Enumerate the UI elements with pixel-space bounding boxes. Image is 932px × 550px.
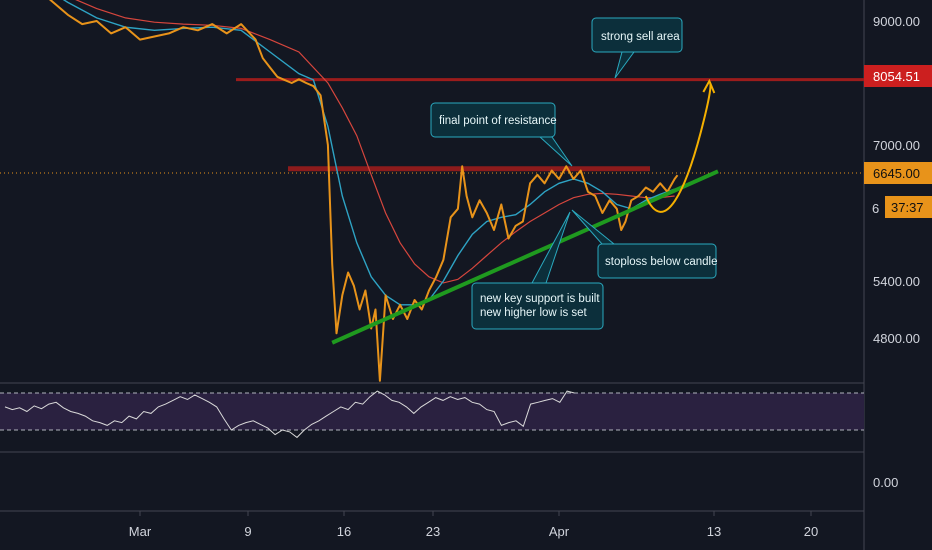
callout-final-resistance-text: final point of resistance	[439, 115, 557, 127]
price-tick-label-partial: 6	[872, 201, 879, 216]
callout-stoploss-text: stoploss below candle	[605, 256, 718, 268]
time-tick-label: 20	[804, 524, 818, 539]
time-tick-label: 9	[244, 524, 251, 539]
current-price-tag: 6645.00	[864, 162, 932, 184]
price-tick-label: 4800.00	[873, 331, 920, 346]
axes: 4800.00 5400.00 7000.00 9000.00 6 Mar 9 16 23 Apr…	[129, 14, 920, 539]
time-tick-label: Mar	[129, 524, 152, 539]
countdown-tag-bg	[885, 196, 932, 218]
price-tick-label: 9000.00	[873, 14, 920, 29]
callout-final-resistance: final point of resistance	[430, 102, 557, 138]
oscillator-line[interactable]	[4, 390, 575, 439]
projection-arrowhead	[702, 78, 716, 94]
callout-support: new key support is built new higher low …	[471, 282, 604, 330]
oscillator-band	[0, 393, 864, 430]
callout-strong-sell-text: strong sell area	[601, 31, 680, 43]
sell-level-label: 8054.51	[873, 69, 920, 84]
support-trendline[interactable]	[331, 169, 719, 345]
callout-support-text-1: new key support is built	[480, 293, 600, 305]
callout-stoploss: stoploss below candle	[597, 243, 718, 279]
countdown-tag: 37:37	[885, 196, 932, 218]
price-tick-label: 7000.00	[873, 138, 920, 153]
oscillator-panel[interactable]	[0, 390, 864, 453]
callout-box	[591, 17, 683, 53]
time-tick-label: Apr	[549, 524, 570, 539]
sell-level-tag: 8054.51	[864, 65, 932, 87]
sell-level-tag-bg	[864, 65, 932, 87]
callout-box	[430, 102, 556, 138]
ma-slow-line[interactable]	[68, 0, 675, 284]
callout-strong-sell: strong sell area	[591, 17, 683, 53]
oscillator-tick-label: 0.00	[873, 475, 898, 490]
current-price-tag-bg	[864, 162, 932, 184]
callout-support-text-2: new higher low is set	[480, 307, 588, 319]
time-tick-label: 23	[426, 524, 440, 539]
price-tick-label: 5400.00	[873, 274, 920, 289]
countdown-label: 37:37	[891, 200, 924, 215]
callout-box	[597, 243, 717, 279]
time-tick-label: 16	[337, 524, 351, 539]
time-tick-label: 13	[707, 524, 721, 539]
price-panel[interactable]	[0, 0, 864, 382]
callout-box	[471, 282, 604, 330]
current-price-label: 6645.00	[873, 166, 920, 181]
